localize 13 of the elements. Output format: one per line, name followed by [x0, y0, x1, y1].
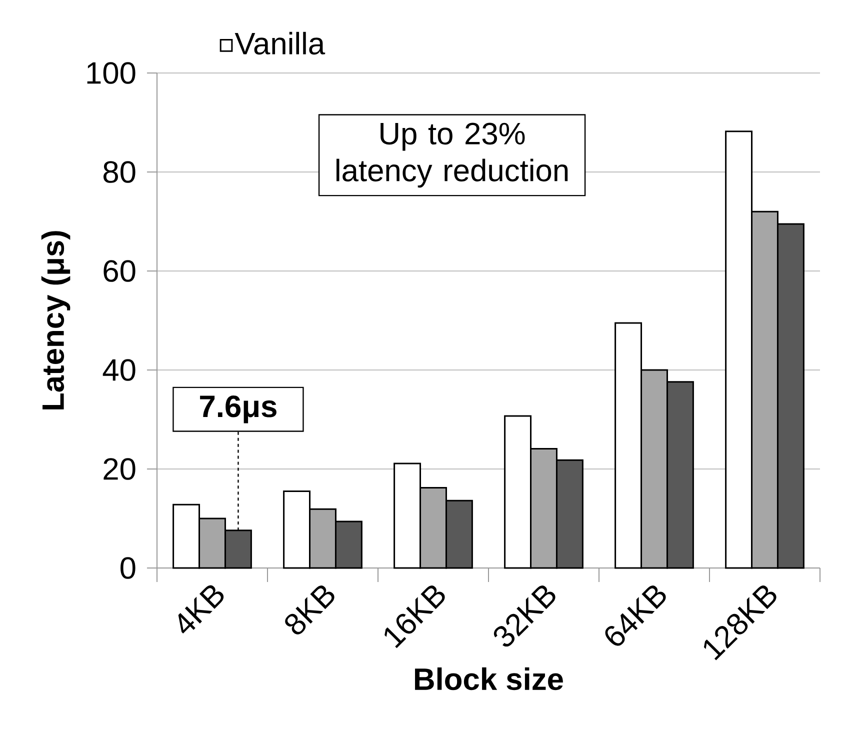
legend-label: Vanilla	[234, 32, 326, 55]
x-tick-label: 4KB	[178, 585, 224, 634]
annotation: 7.6μs	[200, 395, 276, 424]
y-tick-label: 40	[102, 359, 136, 381]
y-axis-title: Latency (μs)	[41, 231, 70, 410]
x-tick-label: 8KB	[285, 586, 334, 634]
x-axis-title: Block size	[415, 667, 563, 690]
annotation: Up to 23% latency reduction	[336, 122, 568, 188]
y-tick-label: 80	[103, 161, 136, 183]
y-tick-label: 60	[104, 260, 136, 282]
y-tick-label: 20	[104, 458, 136, 480]
y-tick-label: 0	[120, 557, 136, 579]
y-tick-label: 100	[87, 62, 136, 84]
